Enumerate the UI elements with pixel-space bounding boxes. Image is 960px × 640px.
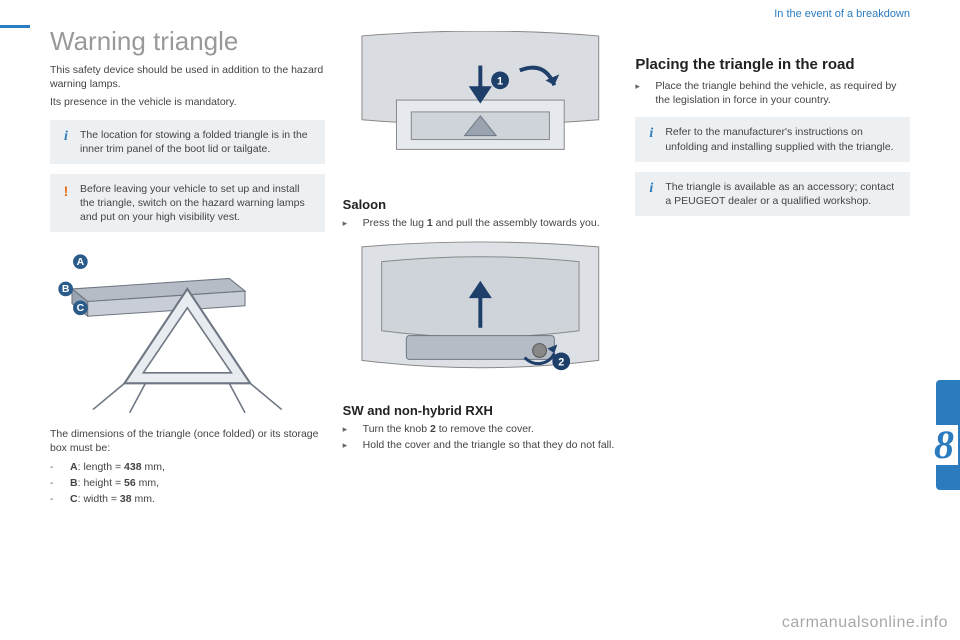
chapter-number: 8 — [930, 425, 958, 465]
sw-b1-text: Turn the knob 2 to remove the cover. — [363, 422, 618, 436]
column-3: Placing the triangle in the road Place t… — [635, 26, 910, 640]
placing-title: Placing the triangle in the road — [635, 56, 910, 73]
info-note-text: The location for stowing a folded triang… — [80, 128, 317, 156]
arrow-icon — [635, 79, 645, 107]
dash-icon — [50, 460, 60, 474]
dim-b-label: B — [70, 477, 78, 489]
info-note-accessory: i The triangle is available as an access… — [635, 172, 910, 216]
dim-c-name: width — [83, 493, 108, 505]
warning-note-text: Before leaving your vehicle to set up an… — [80, 182, 317, 225]
arrow-icon — [343, 438, 353, 452]
placing-bullet: Place the triangle behind the vehicle, a… — [635, 79, 910, 107]
info-note-accessory-text: The triangle is available as an accessor… — [665, 180, 902, 208]
sw-bullet-1: Turn the knob 2 to remove the cover. — [343, 422, 618, 436]
svg-text:A: A — [77, 257, 85, 268]
svg-text:B: B — [62, 284, 70, 295]
saloon-title: Saloon — [343, 197, 618, 212]
dim-c-val: 38 — [120, 493, 132, 505]
arrow-icon — [343, 216, 353, 230]
dim-a-unit: mm, — [144, 461, 164, 473]
info-icon: i — [645, 125, 657, 144]
callout-1-label: 1 — [497, 75, 503, 87]
dim-row-c: C: width = 38 mm. — [50, 492, 325, 506]
dim-b: B: height = 56 mm, — [70, 476, 325, 490]
dim-a: A: length = 438 mm, — [70, 460, 325, 474]
dims-intro: The dimensions of the triangle (once fol… — [50, 427, 325, 455]
warning-icon: ! — [60, 182, 72, 201]
arrow-icon — [343, 422, 353, 436]
dim-b-unit: mm, — [139, 477, 159, 489]
saloon-b-pre: Press the lug — [363, 217, 427, 229]
warning-note: ! Before leaving your vehicle to set up … — [50, 174, 325, 233]
svg-text:C: C — [77, 303, 85, 314]
section-header: In the event of a breakdown — [20, 0, 940, 20]
dash-icon — [50, 476, 60, 490]
page: In the event of a breakdown Warning tria… — [20, 0, 940, 640]
dim-c-unit: mm. — [135, 493, 155, 505]
saloon-bullet: Press the lug 1 and pull the assembly to… — [343, 216, 618, 230]
dim-c-label: C — [70, 493, 78, 505]
dash-icon — [50, 492, 60, 506]
dim-a-name: length — [83, 461, 112, 473]
column-1: Warning triangle This safety device shou… — [50, 26, 325, 640]
intro-1: This safety device should be used in add… — [50, 63, 325, 91]
section-label: In the event of a breakdown — [774, 8, 910, 20]
placing-bullet-text: Place the triangle behind the vehicle, a… — [655, 79, 910, 107]
callout-2-label: 2 — [558, 356, 564, 368]
saloon-b-post: and pull the assembly towards you. — [433, 217, 600, 229]
sw-b1-post: to remove the cover. — [436, 423, 534, 435]
sw-b1-pre: Turn the knob — [363, 423, 430, 435]
info-icon: i — [60, 128, 72, 147]
dim-b-val: 56 — [124, 477, 136, 489]
info-note-instructions: i Refer to the manufacturer's instructio… — [635, 117, 910, 161]
triangle-dimensions-diagram: A B C — [50, 246, 325, 416]
watermark: carmanualsonline.info — [782, 614, 948, 632]
sw-bullet-2: Hold the cover and the triangle so that … — [343, 438, 618, 452]
info-note-stowing: i The location for stowing a folded tria… — [50, 120, 325, 164]
intro-2: Its presence in the vehicle is mandatory… — [50, 95, 325, 109]
sw-tailgate-diagram: 2 — [343, 236, 618, 386]
sw-b2-text: Hold the cover and the triangle so that … — [363, 438, 618, 452]
dim-b-name: height — [83, 477, 112, 489]
dim-a-val: 438 — [124, 461, 142, 473]
page-title: Warning triangle — [50, 26, 325, 57]
saloon-bullet-text: Press the lug 1 and pull the assembly to… — [363, 216, 618, 230]
columns: Warning triangle This safety device shou… — [20, 20, 940, 640]
info-note-instructions-text: Refer to the manufacturer's instructions… — [665, 125, 902, 153]
dim-row-b: B: height = 56 mm, — [50, 476, 325, 490]
dim-row-a: A: length = 438 mm, — [50, 460, 325, 474]
saloon-boot-diagram: 1 — [343, 30, 618, 180]
dim-c: C: width = 38 mm. — [70, 492, 325, 506]
dim-a-label: A — [70, 461, 78, 473]
column-2: 1 Saloon Press the lug 1 and pull the as… — [343, 26, 618, 640]
info-icon: i — [645, 180, 657, 199]
sw-title: SW and non-hybrid RXH — [343, 403, 618, 418]
